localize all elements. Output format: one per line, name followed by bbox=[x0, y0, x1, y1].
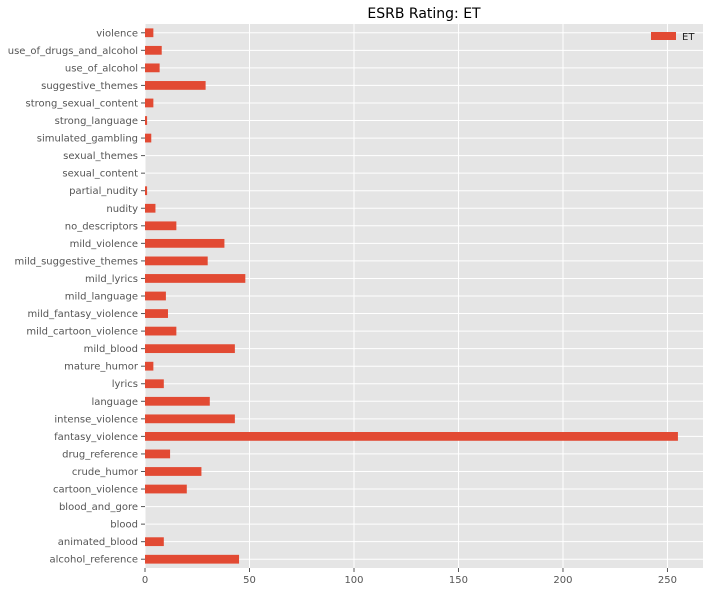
y-tick-label: intense_violence bbox=[54, 414, 138, 425]
bar-strong_sexual_content bbox=[145, 98, 154, 108]
y-tick-label: fantasy_violence bbox=[54, 432, 138, 443]
y-tick-label: suggestive_themes bbox=[41, 81, 138, 92]
y-tick-label: mild_cartoon_violence bbox=[26, 327, 138, 338]
x-tick-label: 150 bbox=[449, 575, 468, 586]
y-tick-label: mature_humor bbox=[64, 362, 139, 373]
x-tick-labels: 0 50 100 150 200 250 bbox=[142, 568, 677, 586]
bar-mild_language bbox=[145, 291, 166, 301]
y-tick-label: mild_fantasy_violence bbox=[27, 309, 138, 320]
bar-no_descriptors bbox=[145, 221, 177, 231]
bar-strong_language bbox=[145, 116, 148, 125]
bar-simulated_gambling bbox=[145, 133, 152, 143]
bar-suggestive_themes bbox=[145, 81, 206, 90]
bar-fantasy_violence bbox=[145, 432, 678, 441]
bar-mild_blood bbox=[145, 344, 235, 354]
y-tick-label: sexual_themes bbox=[63, 151, 138, 162]
y-tick-label: crude_humor bbox=[72, 467, 139, 478]
bar-violence bbox=[145, 28, 154, 38]
bar-mild_cartoon_violence bbox=[145, 326, 177, 336]
y-tick-label: no_descriptors bbox=[65, 221, 138, 232]
bar-cartoon_violence bbox=[145, 484, 187, 494]
y-tick-label: blood_and_gore bbox=[59, 502, 138, 513]
y-tick-label: mild_language bbox=[65, 292, 138, 303]
x-tick-label: 200 bbox=[553, 575, 572, 586]
bar-mild_fantasy_violence bbox=[145, 309, 168, 318]
bar-use_of_drugs_and_alcohol bbox=[145, 45, 162, 55]
y-tick-label: strong_sexual_content bbox=[26, 98, 139, 109]
x-tick-label: 250 bbox=[658, 575, 677, 586]
y-tick-label: alcohol_reference bbox=[49, 555, 138, 566]
legend-swatch bbox=[651, 32, 676, 40]
y-tick-label: mild_lyrics bbox=[85, 274, 138, 285]
bar-nudity bbox=[145, 203, 156, 213]
y-tick-label: blood bbox=[110, 520, 138, 531]
y-tick-label: partial_nudity bbox=[69, 186, 138, 197]
bar-language bbox=[145, 396, 210, 406]
bar-use_of_alcohol bbox=[145, 63, 160, 73]
y-tick-label: mild_suggestive_themes bbox=[14, 256, 138, 267]
bars bbox=[145, 28, 678, 564]
bar-alcohol_reference bbox=[145, 554, 240, 564]
legend-label: ET bbox=[682, 32, 695, 43]
y-tick-labels: alcohol_reference animated_blood blood bloo… bbox=[8, 28, 145, 566]
y-tick-label: strong_language bbox=[55, 116, 138, 127]
bar-mild_suggestive_themes bbox=[145, 256, 208, 266]
y-tick-label: nudity bbox=[106, 204, 138, 215]
y-tick-label: use_of_alcohol bbox=[65, 63, 138, 74]
bar-mild_lyrics bbox=[145, 274, 246, 283]
y-tick-label: drug_reference bbox=[62, 449, 138, 460]
y-tick-label: violence bbox=[96, 28, 138, 39]
y-tick-label: use_of_drugs_and_alcohol bbox=[8, 46, 138, 57]
x-tick-label: 50 bbox=[243, 575, 256, 586]
bar-partial_nudity bbox=[145, 186, 148, 196]
bar-animated_blood bbox=[145, 537, 164, 547]
x-tick-label: 0 bbox=[142, 575, 148, 586]
bar-drug_reference bbox=[145, 449, 171, 459]
y-tick-label: language bbox=[91, 397, 138, 408]
bar-intense_violence bbox=[145, 414, 235, 424]
bar-crude_humor bbox=[145, 467, 202, 476]
y-tick-label: mild_blood bbox=[84, 344, 138, 355]
bar-lyrics bbox=[145, 379, 164, 389]
y-tick-label: mild_violence bbox=[70, 239, 138, 250]
y-gridlines bbox=[145, 32, 703, 560]
bar-mature_humor bbox=[145, 361, 154, 371]
y-tick-label: animated_blood bbox=[58, 537, 138, 548]
chart-title: ESRB Rating: ET bbox=[367, 6, 481, 22]
x-tick-label: 100 bbox=[344, 575, 363, 586]
y-tick-label: lyrics bbox=[112, 379, 138, 390]
y-tick-label: simulated_gambling bbox=[37, 134, 138, 145]
legend: ET bbox=[651, 32, 695, 43]
bar-mild_violence bbox=[145, 238, 225, 248]
y-tick-label: sexual_content bbox=[62, 169, 138, 180]
y-tick-label: cartoon_violence bbox=[53, 485, 138, 496]
